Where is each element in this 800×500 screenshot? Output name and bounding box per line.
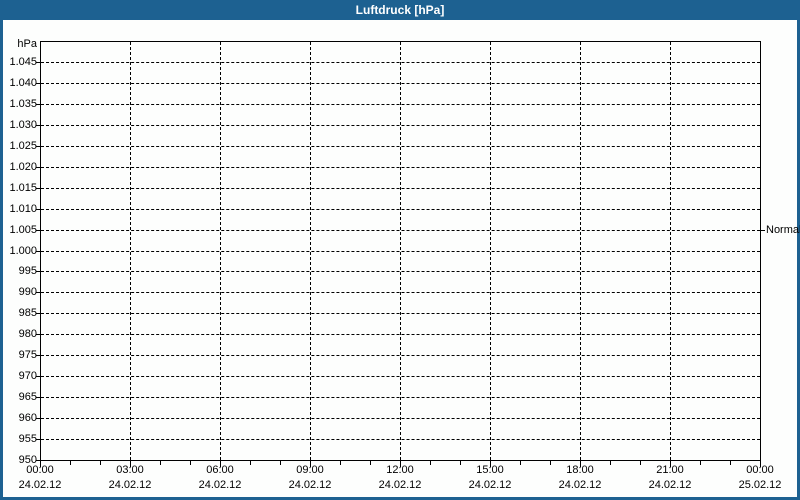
- title-bar: Luftdruck [hPa]: [0, 0, 800, 20]
- chart-background: [3, 20, 797, 497]
- chart-title: Luftdruck [hPa]: [355, 3, 445, 17]
